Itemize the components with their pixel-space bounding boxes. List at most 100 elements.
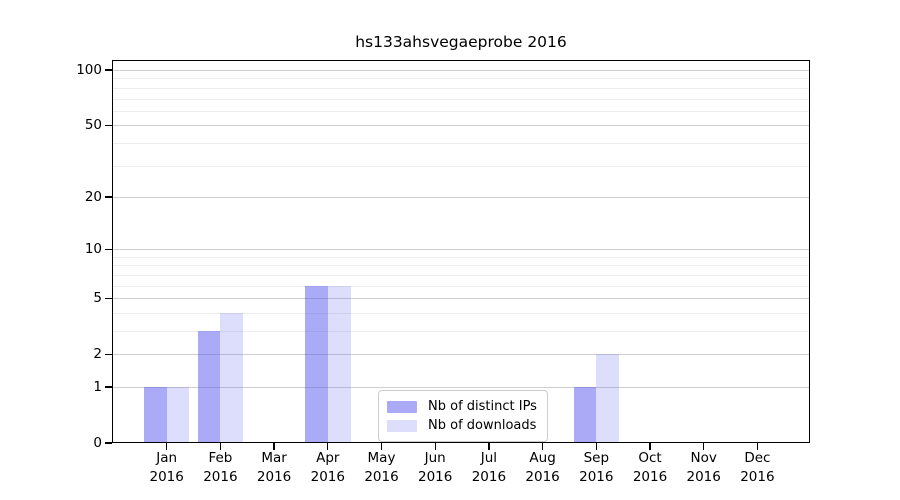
x-tick-label: Feb 2016	[189, 449, 251, 487]
y-tick-label: 100	[76, 62, 102, 78]
y-tick	[105, 196, 112, 198]
bar-downloads	[166, 387, 190, 443]
gridline-major	[112, 387, 810, 388]
x-tick-label: Dec 2016	[726, 449, 788, 487]
gridline-minor	[112, 312, 810, 314]
x-tick-year: 2016	[310, 469, 345, 485]
x-tick-month: Apr	[316, 450, 340, 466]
bar-distinct-ips	[305, 285, 328, 443]
bar-distinct-ips	[143, 387, 167, 443]
y-tick	[105, 69, 112, 71]
x-tick	[595, 443, 597, 450]
x-tick	[703, 443, 705, 450]
y-tick-label: 10	[84, 241, 102, 258]
plot-area	[112, 60, 810, 443]
x-tick-label: Jan 2016	[136, 449, 198, 487]
gridline-major	[112, 249, 810, 251]
y-tick	[105, 124, 112, 126]
x-tick-month: Oct	[638, 450, 662, 466]
x-tick-year: 2016	[525, 469, 560, 485]
x-tick-label: May 2016	[351, 449, 413, 487]
x-tick	[166, 443, 168, 450]
x-tick-year: 2016	[740, 469, 775, 485]
x-tick	[273, 443, 275, 450]
legend-swatch-downloads	[387, 419, 417, 432]
x-tick-year: 2016	[471, 469, 507, 485]
x-tick-label: Aug 2016	[512, 449, 574, 487]
legend-entry-distinct-ips: Nb of distinct IPs	[387, 397, 537, 416]
y-tick-label: 20	[84, 188, 102, 205]
x-tick	[488, 443, 490, 450]
x-tick-label: Mar 2016	[243, 449, 305, 487]
y-tick	[105, 248, 112, 250]
x-tick-month: Dec	[744, 450, 771, 466]
x-tick-year: 2016	[149, 469, 184, 485]
x-tick-month: Sep	[583, 450, 610, 466]
gridline-major	[112, 125, 810, 127]
gridline-major	[112, 196, 810, 198]
x-tick-month: Nov	[690, 450, 717, 466]
x-tick-year: 2016	[632, 469, 668, 485]
gridline-minor	[112, 265, 810, 267]
bar-downloads	[220, 312, 244, 443]
x-tick-label: Jul 2016	[458, 449, 520, 487]
gridline-major	[112, 70, 810, 71]
gridline-minor	[112, 142, 810, 144]
x-tick-label: Nov 2016	[673, 449, 735, 487]
legend-label-distinct-ips: Nb of distinct IPs	[428, 399, 537, 414]
y-tick	[105, 386, 112, 388]
gridline-minor	[112, 165, 810, 167]
y-tick-label: 5	[93, 290, 102, 307]
x-tick-month: Feb	[208, 450, 233, 466]
legend: Nb of distinct IPs Nb of downloads	[378, 390, 548, 442]
x-tick-month: Aug	[529, 450, 556, 466]
gridline-major	[112, 298, 810, 300]
x-tick	[756, 443, 759, 450]
bar-downloads	[327, 285, 351, 443]
x-tick	[327, 443, 329, 450]
x-tick-year: 2016	[418, 469, 453, 485]
x-tick-label: Oct 2016	[619, 449, 681, 487]
x-tick-month: Jul	[480, 450, 498, 466]
x-tick	[380, 443, 383, 450]
gridline-major	[112, 354, 810, 356]
bar-downloads	[596, 354, 620, 443]
gridline-minor	[112, 285, 810, 287]
gridline-minor	[112, 78, 810, 80]
x-tick-month: May	[367, 450, 396, 466]
x-tick	[219, 443, 222, 450]
y-tick	[105, 442, 112, 444]
bar-distinct-ips	[573, 387, 597, 443]
x-tick-year: 2016	[256, 469, 292, 485]
legend-swatch-distinct-ips	[387, 400, 417, 413]
y-tick-label: 50	[84, 117, 102, 134]
y-tick-label: 2	[93, 346, 102, 363]
x-tick	[434, 443, 436, 450]
chart-title: hs133ahsvegaeprobe 2016	[355, 33, 567, 51]
x-tick-label: Sep 2016	[565, 449, 627, 487]
x-tick-year: 2016	[579, 469, 614, 485]
x-tick-month: Jan	[156, 450, 178, 466]
x-tick-label: Jun 2016	[404, 449, 466, 487]
gridline-minor	[112, 256, 810, 258]
bar-distinct-ips	[197, 331, 221, 443]
legend-entry-downloads: Nb of downloads	[387, 416, 537, 435]
x-tick-month: Mar	[261, 450, 287, 466]
gridline-minor	[112, 331, 810, 332]
y-tick-label: 0	[93, 435, 102, 451]
y-tick-label: 1	[93, 379, 102, 395]
gridline-minor	[112, 274, 810, 276]
gridline-minor	[112, 98, 810, 100]
x-tick-label: Apr 2016	[297, 449, 359, 487]
y-tick	[105, 297, 112, 299]
gridline-minor	[112, 87, 810, 89]
x-tick-year: 2016	[364, 469, 399, 485]
x-tick-month: Jun	[424, 450, 446, 466]
y-tick	[105, 353, 112, 355]
x-tick	[541, 443, 544, 450]
x-tick-year: 2016	[686, 469, 721, 485]
x-tick	[649, 443, 651, 450]
gridline-minor	[112, 110, 810, 112]
legend-label-downloads: Nb of downloads	[428, 418, 537, 433]
